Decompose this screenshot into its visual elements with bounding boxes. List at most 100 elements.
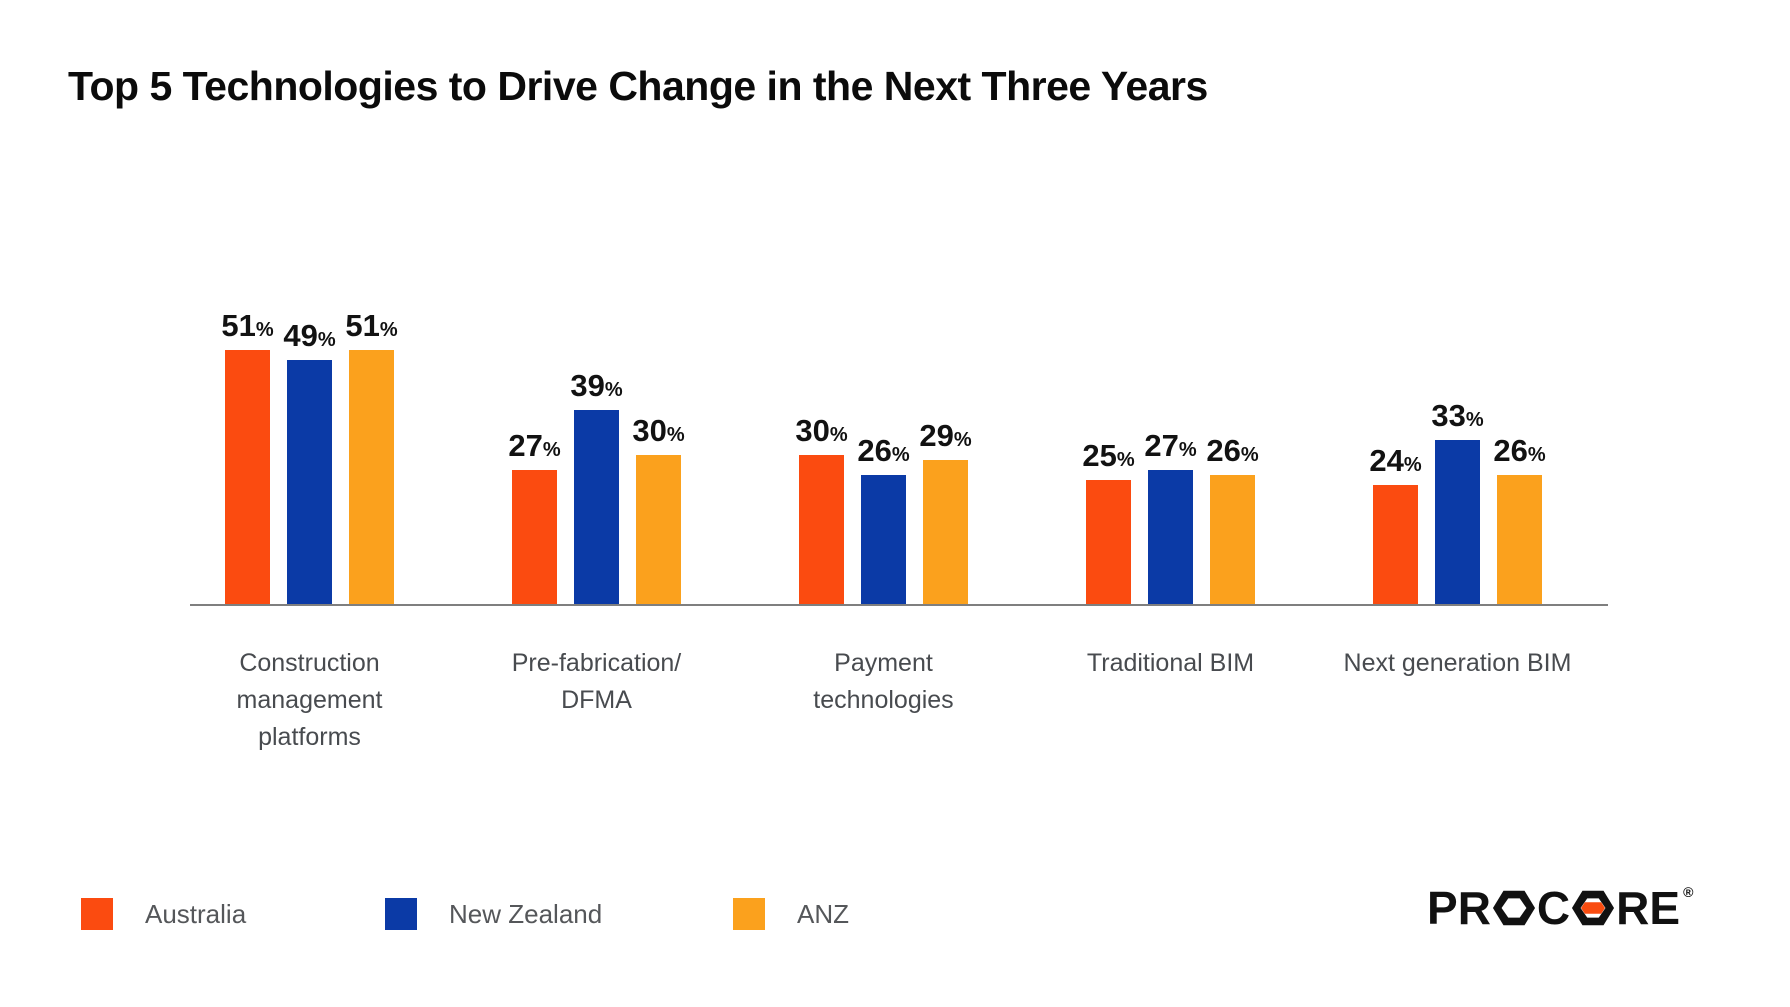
bar (349, 350, 394, 605)
bar-wrap: 26% (857, 435, 910, 605)
bar-value-percent-sign: % (666, 424, 685, 446)
bar-value-label: 49% (283, 320, 335, 351)
bar-value-percent-sign: % (379, 319, 398, 341)
bar-wrap: 27% (508, 430, 561, 605)
logo-letter: C (1536, 882, 1571, 934)
bar-value-label: 27% (508, 430, 560, 461)
bar-value-label: 24% (1369, 445, 1421, 476)
category-label-line: Construction (239, 649, 380, 677)
bar (861, 475, 906, 605)
bar-wrap: 26% (1206, 435, 1259, 605)
bar-wrap: 29% (919, 420, 972, 605)
bar (1497, 475, 1542, 605)
category-label-line: technologies (813, 686, 954, 714)
legend-swatch (81, 898, 113, 930)
bar-wrap: 25% (1082, 440, 1135, 605)
legend-item: New Zealand (385, 898, 602, 930)
bar-value-number: 26 (857, 433, 892, 468)
bar-group: 27% 39% 30% (508, 370, 685, 605)
logo-letter: P (1427, 882, 1458, 934)
bar-value-percent-sign: % (542, 439, 561, 461)
bar-wrap: 51% (345, 310, 398, 605)
category-label-line: platforms (258, 723, 361, 751)
bar-value-percent-sign: % (604, 379, 623, 401)
logo-letter: R (1616, 882, 1650, 934)
bar-wrap: 26% (1493, 435, 1546, 605)
bar-group: 51% 49% 51% (221, 310, 398, 605)
bar-group: 24% 33% 26% (1369, 400, 1546, 605)
bar-value-percent-sign: % (1527, 444, 1546, 466)
plot-area: 51% 49% 51% 27% 39% 30% 30% 26% 29% 25% 27% 26% 24% 3… (190, 255, 1608, 605)
bar-wrap: 24% (1369, 445, 1422, 605)
x-axis-line (190, 604, 1608, 606)
legend-swatch (385, 898, 417, 930)
bar-value-percent-sign: % (1240, 444, 1259, 466)
logo-letter: R (1457, 882, 1491, 934)
bar-value-label: 51% (221, 310, 273, 341)
bar-value-label: 26% (1206, 435, 1258, 466)
bar (799, 455, 844, 605)
bar-value-percent-sign: % (255, 319, 274, 341)
bar (1086, 480, 1131, 605)
category-label: Payment technologies (744, 645, 1024, 719)
bar-wrap: 30% (795, 415, 848, 605)
bar (1148, 470, 1193, 605)
hexagon-o-icon (1572, 890, 1615, 926)
bar-wrap: 33% (1431, 400, 1484, 605)
category-axis: Construction management platforms Pre-fabri… (190, 645, 1608, 785)
bar-value-number: 26 (1493, 433, 1528, 468)
category-label: Next generation BIM (1318, 645, 1598, 682)
category-label-line: management (236, 686, 383, 714)
bar-value-percent-sign: % (953, 429, 972, 451)
registered-mark: ® (1683, 884, 1694, 900)
bar-value-percent-sign: % (829, 424, 848, 446)
bar-value-label: 39% (570, 370, 622, 401)
bar-value-label: 51% (345, 310, 397, 341)
bar-value-number: 29 (919, 418, 954, 453)
bar-value-label: 29% (919, 420, 971, 451)
logo-letter: E (1649, 882, 1681, 934)
legend-label: New Zealand (449, 898, 603, 929)
bar-value-percent-sign: % (1403, 454, 1422, 476)
bar-value-percent-sign: % (1178, 439, 1197, 461)
bar-value-number: 24 (1369, 443, 1404, 478)
bar-value-label: 26% (1493, 435, 1545, 466)
category-label-line: DFMA (561, 686, 632, 714)
bar-group: 25% 27% 26% (1082, 430, 1259, 605)
bar (1373, 485, 1418, 605)
bar-wrap: 27% (1144, 430, 1197, 605)
bar-value-label: 30% (795, 415, 847, 446)
bar-value-percent-sign: % (891, 444, 910, 466)
bar-value-number: 27 (1144, 428, 1179, 463)
bar-value-number: 51 (221, 308, 256, 343)
bar-value-label: 33% (1431, 400, 1483, 431)
bar-value-label: 27% (1144, 430, 1196, 461)
bar (574, 410, 619, 605)
bar-value-label: 26% (857, 435, 909, 466)
legend-label: ANZ (797, 898, 849, 929)
bar-value-number: 51 (345, 308, 380, 343)
bar-group: 30% 26% 29% (795, 415, 972, 605)
bar (636, 455, 681, 605)
category-label: Construction management platforms (170, 645, 450, 756)
bar (512, 470, 557, 605)
bar-value-number: 25 (1082, 438, 1117, 473)
bar (923, 460, 968, 605)
legend-label: Australia (145, 898, 247, 929)
bar (225, 350, 270, 605)
bar-wrap: 30% (632, 415, 685, 605)
bar-value-percent-sign: % (317, 329, 336, 351)
category-label-line: Pre-fabrication/ (511, 649, 682, 677)
bar-value-number: 30 (795, 413, 830, 448)
bar-value-number: 33 (1431, 398, 1466, 433)
chart-title: Top 5 Technologies to Drive Change in th… (68, 63, 1208, 109)
bar-value-number: 49 (283, 318, 318, 353)
bar (287, 360, 332, 605)
bar-value-number: 26 (1206, 433, 1241, 468)
bar-value-label: 30% (632, 415, 684, 446)
legend-swatch (733, 898, 765, 930)
legend-item: ANZ (733, 898, 849, 930)
bar (1210, 475, 1255, 605)
bar-value-percent-sign: % (1465, 409, 1484, 431)
